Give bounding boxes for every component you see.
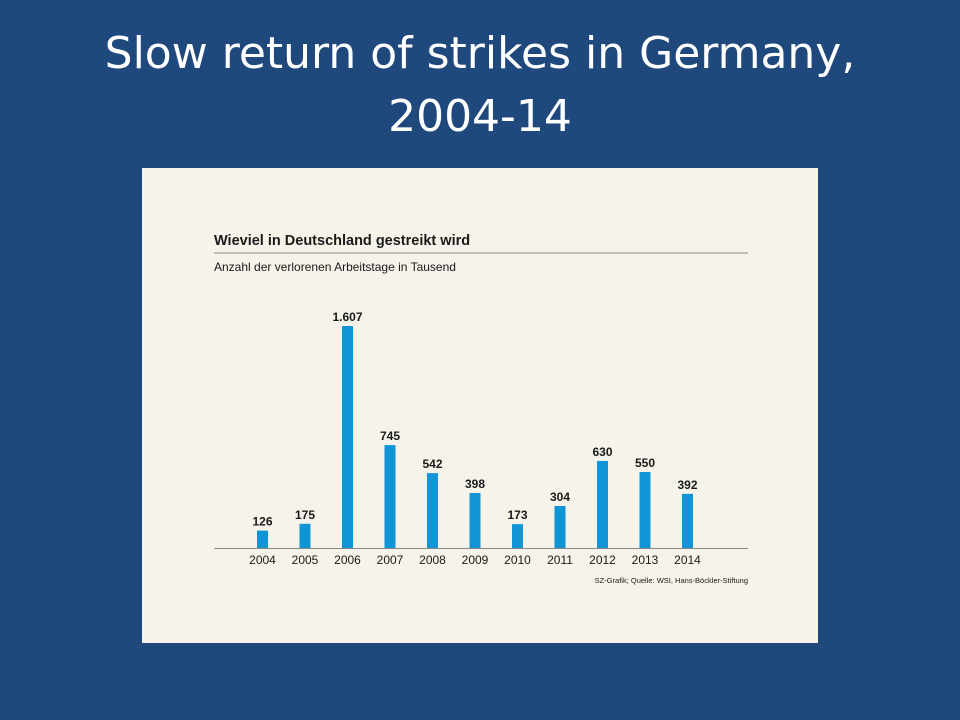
chart-title: Wieviel in Deutschland gestreikt wird: [214, 233, 470, 249]
value-label-2010: 173: [507, 508, 527, 522]
bar-chart: Wieviel in Deutschland gestreikt wird An…: [214, 233, 748, 585]
bar-2010: [512, 524, 523, 548]
value-label-2014: 392: [677, 478, 697, 492]
source-note: SZ-Grafik; Quelle: WSI, Hans-Böckler-Sti…: [595, 576, 748, 585]
slide-title-line-2: 2004-14: [388, 91, 572, 142]
x-tick-label-2011: 2011: [547, 553, 573, 567]
bar-2008: [427, 473, 438, 548]
x-tick-label-2012: 2012: [589, 553, 616, 567]
slide-title: Slow return of strikes in Germany, 2004-…: [0, 22, 960, 148]
x-tick-label-2008: 2008: [419, 553, 446, 567]
x-tick-label-2013: 2013: [632, 553, 659, 567]
bar-2007: [384, 445, 396, 548]
bar-2014: [682, 493, 693, 548]
x-tick-label-2006: 2006: [334, 553, 361, 567]
bar-2004: [257, 530, 268, 548]
bar-2012: [597, 460, 608, 548]
x-tick-label-2005: 2005: [292, 553, 319, 567]
x-tick-label-2004: 2004: [249, 553, 276, 567]
value-label-2005: 175: [295, 508, 315, 522]
x-tick-labels: 2004 2005 2006 2007 2008 2009 2010 2011 2012 2013…: [249, 553, 701, 567]
bar-2006: [342, 326, 353, 548]
bar-2005: [299, 523, 311, 548]
bar-2013: [639, 472, 651, 548]
bars-group: 126 175 1.607 745 542 398 173 304 630 550 392: [252, 310, 698, 548]
value-label-2012: 630: [592, 445, 612, 459]
chart-subtitle: Anzahl der verlorenen Arbeitstage in Tau…: [214, 260, 456, 274]
bar-2011: [554, 506, 566, 548]
value-label-2004: 126: [252, 515, 272, 529]
x-tick-label-2007: 2007: [377, 553, 404, 567]
value-label-2011: 304: [550, 490, 570, 504]
value-label-2008: 542: [422, 457, 442, 471]
bar-2009: [469, 493, 481, 548]
value-label-2009: 398: [465, 477, 485, 491]
value-label-2013: 550: [635, 456, 655, 470]
x-tick-label-2010: 2010: [504, 553, 531, 567]
chart-panel: Wieviel in Deutschland gestreikt wird An…: [142, 168, 818, 643]
value-label-2007: 745: [380, 429, 400, 443]
x-tick-label-2009: 2009: [462, 553, 489, 567]
value-label-2006: 1.607: [332, 310, 362, 324]
x-tick-label-2014: 2014: [674, 553, 701, 567]
slide-title-line-1: Slow return of strikes in Germany,: [104, 28, 856, 79]
